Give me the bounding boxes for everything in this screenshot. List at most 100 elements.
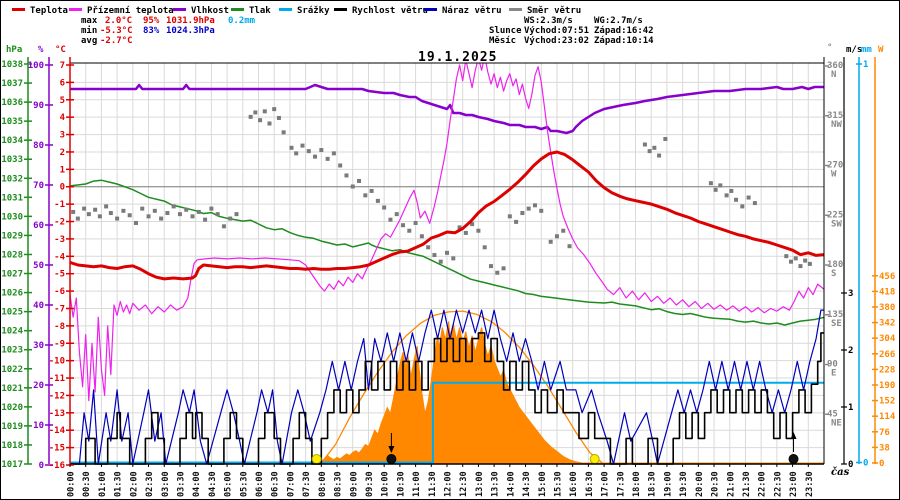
wind-axis: 0 1 2 3 [841,57,853,470]
svg-text:1018: 1018 [1,441,23,451]
svg-text:07:30: 07:30 [302,471,312,497]
svg-text:114: 114 [879,412,896,422]
svg-text:1031: 1031 [1,193,23,203]
chart-date: 19.1.2025 [418,50,498,65]
legend-label: Rychlost větru [352,6,428,16]
precip-axis: 01 [856,57,868,469]
svg-text:135: 135 [827,310,843,320]
legend-swatch [334,8,347,11]
svg-text:1022: 1022 [1,365,23,375]
svg-text:1033: 1033 [1,155,23,165]
min-temp: -5.3°C [100,26,133,36]
svg-text:100: 100 [28,61,44,71]
svg-text:1034: 1034 [1,136,23,146]
svg-text:2: 2 [848,346,853,356]
max-label: max [81,16,98,26]
svg-text:3: 3 [60,131,65,141]
svg-text:30: 30 [33,341,44,351]
avg-label: avg [81,36,98,46]
svg-text:18:30: 18:30 [648,471,658,497]
svg-text:190: 190 [879,381,895,391]
svg-text:1029: 1029 [1,231,23,241]
svg-text:12:00: 12:00 [444,471,454,497]
svg-text:1019: 1019 [1,422,23,432]
astro-markers [311,432,799,464]
svg-text:-14: -14 [49,426,66,436]
svg-text:08:30: 08:30 [334,471,344,497]
legend-label: Náraz větru [442,6,502,16]
series-wind_speed [70,332,824,465]
moonset-time: Západ:10:14 [594,36,654,46]
svg-text:12:30: 12:30 [459,471,469,497]
svg-text:NE: NE [831,418,842,428]
svg-text:08:00: 08:00 [318,471,328,497]
series-humidity [70,83,824,135]
svg-text:45: 45 [827,409,838,419]
svg-text:270: 270 [827,161,843,171]
daily-stats: max 2.0°C 95% 1031.9hPa 0.2mm min -5.3°C… [81,16,271,48]
svg-text:09:30: 09:30 [365,471,375,497]
avg-temp: -2.7°C [100,36,133,46]
svg-text:315: 315 [827,111,843,121]
legend-swatch [12,8,25,11]
svg-text:40: 40 [33,301,44,311]
svg-text:09:00: 09:00 [349,471,359,497]
sunrise-time: Východ:07:51 [524,26,590,36]
max-humidity: 95% [143,16,160,26]
svg-text:10:30: 10:30 [396,471,406,497]
svg-text:-11: -11 [49,374,65,384]
svg-text:15:00: 15:00 [538,471,548,497]
max-pressure: 1031.9hPa [166,16,215,26]
svg-text:01:00: 01:00 [98,471,108,497]
svg-text:22:00: 22:00 [758,471,768,497]
svg-text:07:00: 07:00 [286,471,296,497]
svg-text:0: 0 [879,459,884,469]
svg-text:18:00: 18:00 [632,471,642,497]
min-label: min [81,26,98,36]
svg-text:SE: SE [831,319,842,329]
svg-text:05:30: 05:30 [239,471,249,497]
svg-text:20:30: 20:30 [711,471,721,497]
svg-text:225: 225 [827,210,843,220]
legend-label: Přízemní teplota [87,6,174,16]
legend-swatch [509,8,522,11]
svg-text:1017: 1017 [1,460,23,470]
svg-text:17:00: 17:00 [601,471,611,497]
legend-swatch [424,8,437,11]
svg-text:0: 0 [863,459,868,469]
svg-text:-10: -10 [49,357,65,367]
svg-text:N: N [831,70,836,80]
svg-text:00:00: 00:00 [67,471,77,497]
legend-label: Srážky [297,6,330,16]
legend-item-7: Náraz větru [424,6,502,16]
svg-text:50: 50 [33,261,44,271]
sunrise-marker [311,454,322,464]
series-temperature [70,150,824,281]
svg-text:1037: 1037 [1,79,23,89]
svg-text:38: 38 [879,443,890,453]
svg-text:1032: 1032 [1,174,23,184]
svg-text:-2: -2 [54,218,65,228]
svg-text:-1: -1 [54,200,65,210]
svg-text:1026: 1026 [1,289,23,299]
svg-text:E: E [831,369,836,379]
min-humidity: 83% [143,26,160,36]
wind-astro-stats: WS:2.3m/s WG:2.7m/s Slunce Východ:07:51 … [489,16,689,48]
svg-text:76: 76 [879,428,890,438]
legend-item-1: Teplota [12,6,68,16]
svg-text:360: 360 [827,61,843,71]
svg-text:70: 70 [33,181,44,191]
svg-text:14:00: 14:00 [506,471,516,497]
svg-text:152: 152 [879,397,895,407]
svg-text:180: 180 [827,260,843,270]
svg-text:1030: 1030 [1,212,23,222]
svg-text:1027: 1027 [1,270,23,280]
svg-text:3: 3 [848,289,853,299]
radiation-axis-unit: W [878,45,884,55]
svg-text:06:00: 06:00 [255,471,265,497]
svg-text:-9: -9 [54,339,65,349]
svg-text:NW: NW [831,120,842,130]
svg-text:304: 304 [879,334,896,344]
